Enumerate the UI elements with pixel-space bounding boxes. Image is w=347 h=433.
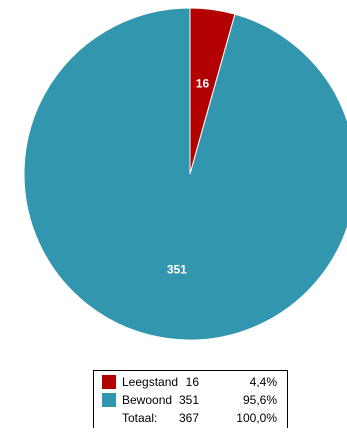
legend-count-bewoond: 351 <box>178 393 199 407</box>
data-label-leegstand: 16 <box>196 77 210 91</box>
legend-count-leegstand: 16 <box>185 375 199 389</box>
pie-slice-bewoond <box>23 7 347 341</box>
legend-row-leegstand: Leegstand 16 4,4% <box>94 374 287 390</box>
legend-label-totaal: Totaal: <box>122 411 158 425</box>
legend-label-leegstand: Leegstand <box>122 375 179 389</box>
legend-row-totaal: Totaal: 367 100,0% <box>94 410 287 426</box>
legend-count-totaal: 367 <box>178 411 199 425</box>
legend-percent-leegstand: 4,4% <box>249 375 277 389</box>
legend-table: Leegstand 16 4,4% Bewoond 351 95,6% Tota… <box>93 370 288 428</box>
legend-swatch-bewoond <box>102 393 116 407</box>
legend-percent-totaal: 100,0% <box>236 411 277 425</box>
legend-label-bewoond: Bewoond <box>122 393 173 407</box>
legend-row-bewoond: Bewoond 351 95,6% <box>94 392 287 408</box>
legend-swatch-leegstand <box>102 375 116 389</box>
legend-percent-bewoond: 95,6% <box>242 393 277 407</box>
data-label-bewoond: 351 <box>167 262 187 276</box>
